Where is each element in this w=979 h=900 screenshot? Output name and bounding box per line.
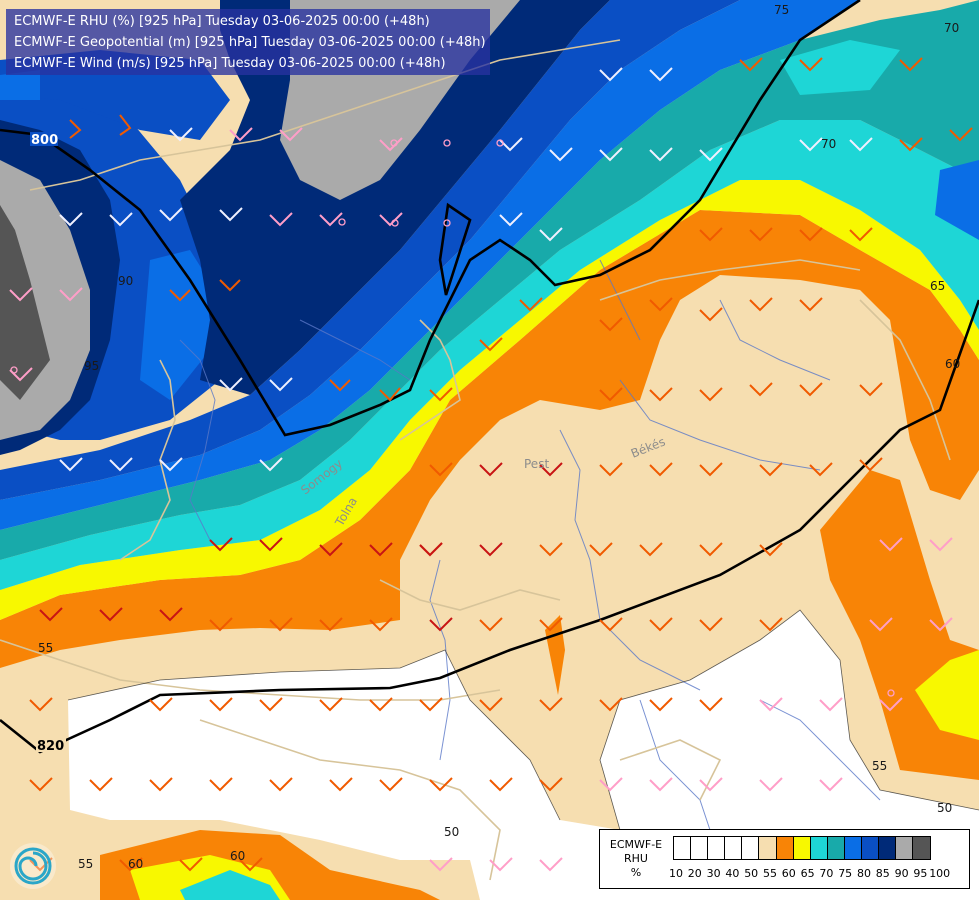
geopotential-label-820: 820 (37, 739, 64, 754)
rhu-fill-100-west (0, 205, 50, 400)
geopotential-labels: 800 820 (30, 132, 66, 754)
legend-tick-label: 70 (819, 867, 834, 880)
rhu-contours (67, 609, 979, 831)
legend-swatch (691, 837, 709, 859)
rhu-fill-65 (0, 180, 979, 620)
legend-swatch (862, 837, 880, 859)
contour-labels: 75 70 70 65 60 55 50 50 55 60 60 95 90 5… (38, 3, 960, 871)
legend-label-model: ECMWF-E (609, 838, 663, 851)
legend-swatch (896, 837, 914, 859)
rhu-label-90-west: 90 (118, 274, 133, 288)
rhu-fill-70 (0, 120, 979, 590)
rhu-label-50-east: 50 (937, 801, 952, 815)
rhu-label-55-west: 55 (38, 641, 53, 655)
rivers (179, 259, 881, 861)
geopotential-contours (0, 0, 979, 754)
rhu-fill-60 (0, 210, 979, 668)
rhu-legend: ECMWF-E RHU % 10 20 30 40 50 55 60 65 70 75 80 85 90… (599, 829, 970, 889)
rhu-label-60-east: 60 (945, 357, 960, 371)
legend-swatch (776, 837, 794, 859)
ecmwf-logo (10, 843, 56, 889)
legend-tick-label: 50 (744, 867, 759, 880)
title-wind: ECMWF-E Wind (m/s) [925 hPa] Tuesday 03-… (14, 56, 446, 71)
legend-tick-label: 100 (929, 867, 951, 880)
legend-label: ECMWF-E RHU % (604, 838, 668, 880)
rhu-fill-85 (0, 0, 740, 500)
legend-swatch (879, 837, 897, 859)
calm-markers (10, 139, 895, 697)
legend-tick-label: 85 (875, 867, 890, 880)
rhu-fill-below-55 (68, 610, 979, 900)
legend-swatch (844, 837, 863, 859)
rhu-label-95-west: 95 (84, 359, 99, 373)
rhu-fill-60-spike (545, 615, 565, 695)
legend-tick-label: 60 (781, 867, 796, 880)
legend-swatch (759, 837, 777, 859)
map-title-box: ECMWF-E RHU (%) [925 hPa] Tuesday 03-06-… (6, 9, 490, 75)
title-rhu: ECMWF-E RHU (%) [925 hPa] Tuesday 03-06-… (14, 14, 430, 29)
rhu-fill-80-nw (0, 70, 40, 100)
legend-label-unit: % (630, 866, 642, 879)
rhu-fill-70-south (180, 870, 280, 900)
legend-tick-label: 40 (725, 867, 740, 880)
rhu-fill-75-east-pocket (780, 40, 900, 95)
legend-swatch (725, 837, 743, 859)
wind-barbs (9, 57, 973, 872)
legend-tick-label: 10 (669, 867, 683, 880)
legend-tick-label: 80 (857, 867, 871, 880)
legend-swatch (708, 837, 726, 859)
logo-swirl-icon (14, 847, 52, 885)
rhu-label-60-southmid: 60 (230, 849, 245, 863)
rhu-label-70: 70 (821, 137, 836, 151)
rhu-fill-80-east (935, 160, 979, 240)
rhu-label-60-south: 60 (128, 857, 143, 871)
legend-swatch (674, 837, 692, 859)
legend-tick-label: 95 (913, 867, 928, 880)
legend-swatch (827, 837, 845, 859)
rhu-fill-80-west (140, 250, 215, 400)
rhu-label-70-top: 70 (944, 21, 959, 35)
legend-label-variable: RHU (624, 852, 648, 865)
legend-swatch (810, 837, 828, 859)
legend-swatch (913, 837, 931, 859)
rhu-fill-75 (0, 0, 979, 560)
legend-tick-label: 30 (706, 867, 721, 880)
rhu-label-55-south: 55 (78, 857, 93, 871)
rhu-label-50-south: 50 (444, 825, 459, 839)
title-geopotential: ECMWF-E Geopotential (m) [925 hPa] Tuesd… (14, 35, 486, 50)
geopotential-label-800: 800 (31, 133, 58, 148)
legend-tick-label: 75 (838, 867, 853, 880)
rhu-label-65: 65 (930, 279, 945, 293)
place-name-pest: Pest (524, 457, 549, 471)
legend-tick-label: 55 (763, 867, 777, 880)
legend-swatches (673, 836, 932, 860)
rhu-fill-65-east (915, 650, 979, 740)
legend-swatch (742, 837, 760, 859)
rhu-label-55-east: 55 (872, 759, 887, 773)
legend-tick-label: 90 (894, 867, 909, 880)
legend-tick-label: 20 (687, 867, 702, 880)
legend-tick-label: 65 (800, 867, 815, 880)
legend-ticks: 10 20 30 40 50 55 60 65 70 75 80 85 90 95 100 (664, 867, 974, 881)
rhu-label-75-top: 75 (774, 3, 789, 17)
legend-swatch (793, 837, 811, 859)
